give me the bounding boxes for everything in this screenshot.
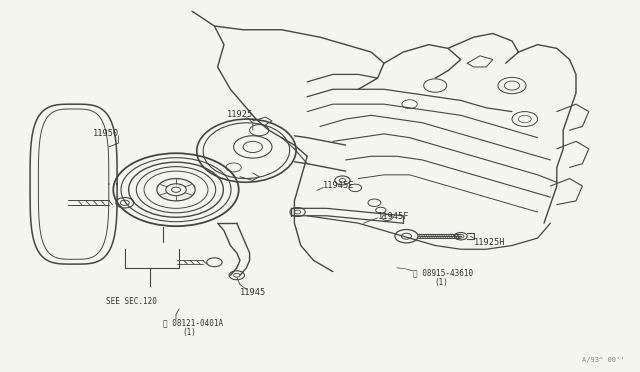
- Text: 11945E: 11945E: [323, 182, 355, 190]
- Text: (1): (1): [182, 328, 196, 337]
- Text: 11925H: 11925H: [474, 238, 505, 247]
- Text: A/93^ 00'': A/93^ 00'': [582, 357, 624, 363]
- Text: (1): (1): [434, 278, 448, 287]
- Text: Ⓛ 08915-43610: Ⓛ 08915-43610: [413, 268, 473, 277]
- Text: 11945: 11945: [240, 288, 266, 297]
- Text: SEE SEC.120: SEE SEC.120: [106, 297, 156, 306]
- Text: 11925: 11925: [227, 110, 253, 119]
- Text: 11945F: 11945F: [378, 212, 409, 221]
- Text: Ⓑ 08121-0401A: Ⓑ 08121-0401A: [163, 318, 223, 327]
- Text: 11950: 11950: [93, 129, 119, 138]
